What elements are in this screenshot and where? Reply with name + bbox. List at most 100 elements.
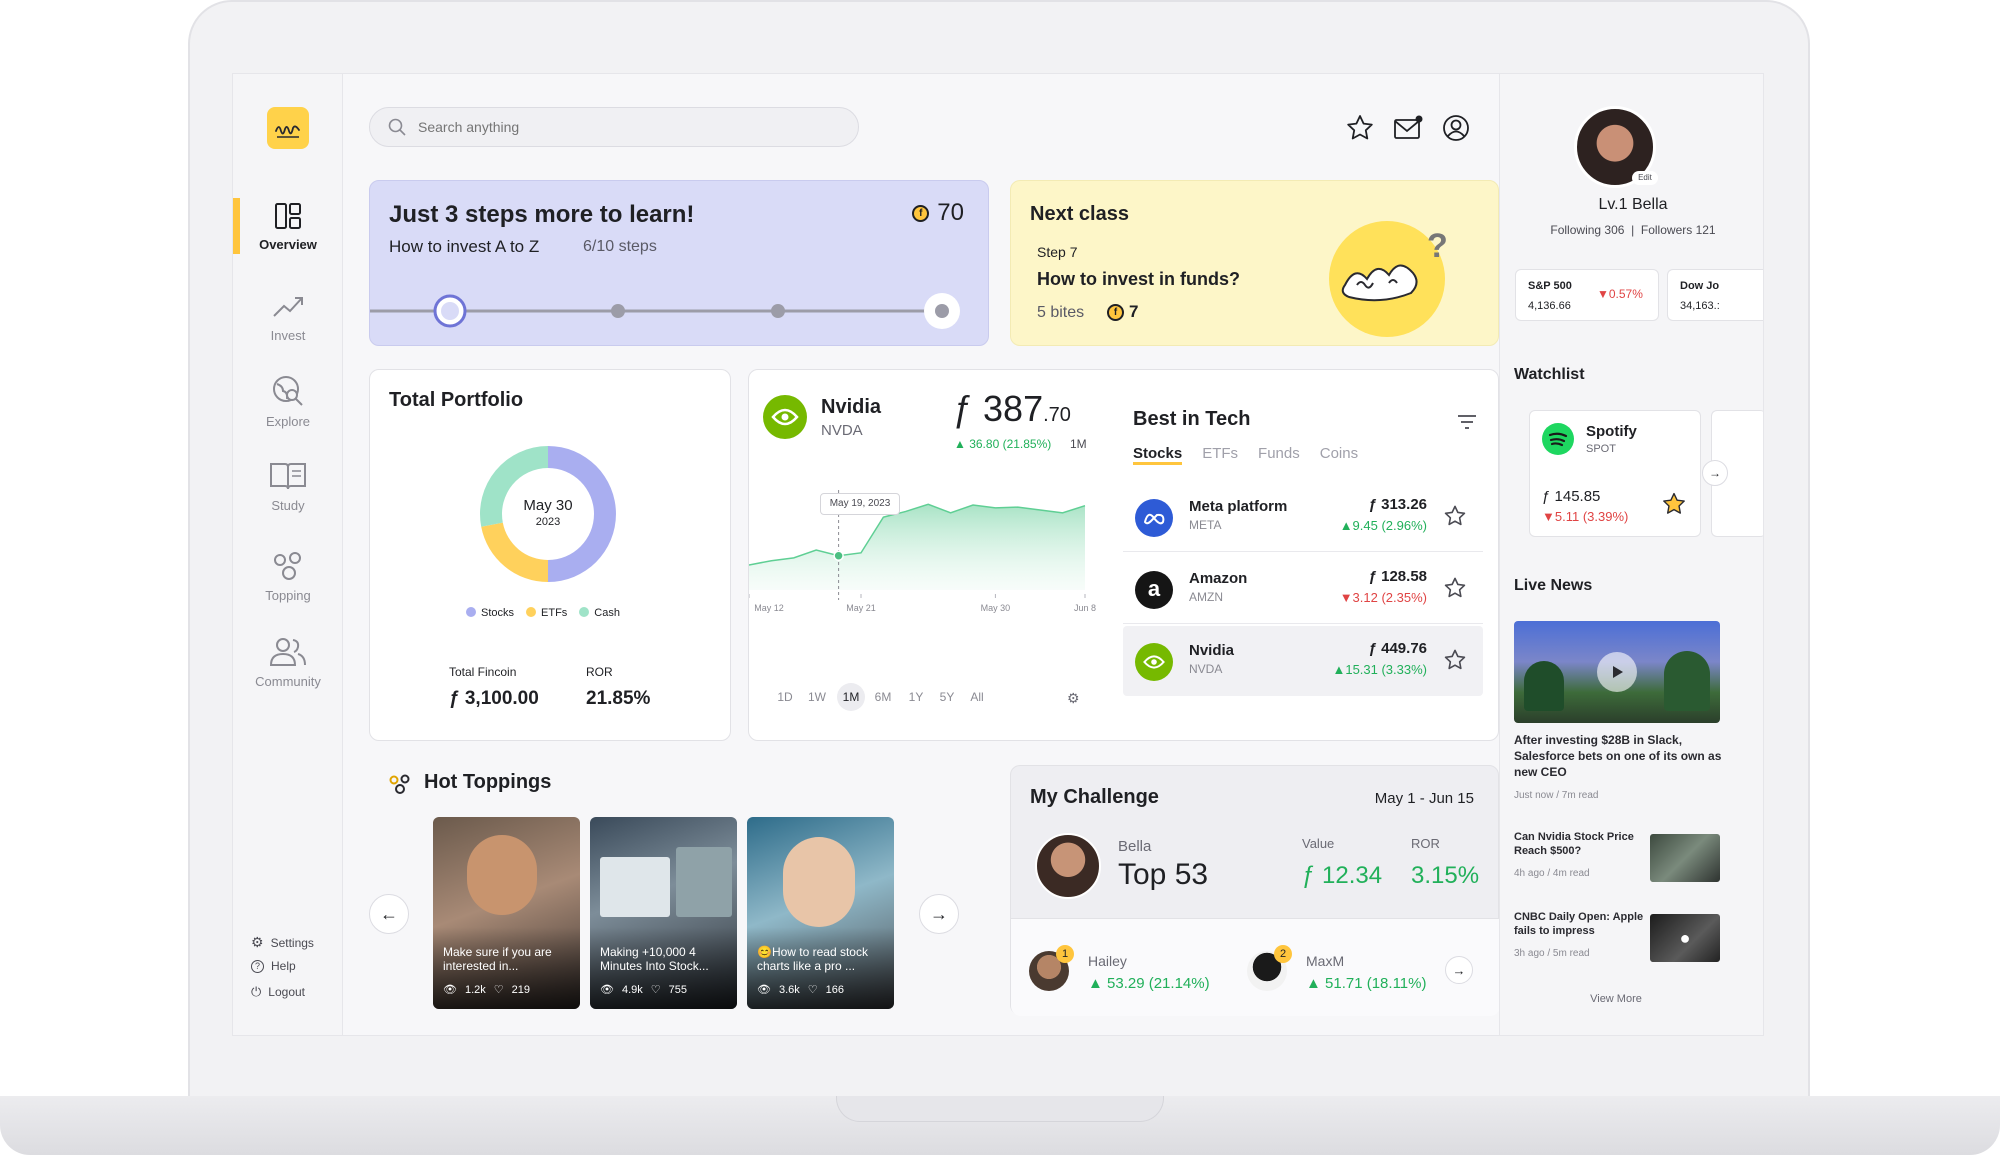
news-thumbnail[interactable] [1650, 834, 1720, 882]
rank-badge: 2 [1274, 945, 1292, 963]
stock-period: 1M [1070, 437, 1087, 451]
list-item[interactable]: Meta platform META ƒ 313.26 ▲9.45 (2.96%… [1123, 482, 1483, 552]
video-carousel: Make sure if you are interested in... 👁 1… [433, 817, 913, 1009]
globe-search-icon [273, 376, 303, 406]
prev-button[interactable]: ← [369, 894, 409, 934]
star-icon[interactable] [1443, 648, 1467, 672]
star-filled-icon[interactable] [1661, 491, 1687, 517]
search-icon [388, 118, 406, 136]
range-1d[interactable]: 1D [777, 690, 793, 704]
leader-change: ▲ 51.71 (18.11%) [1306, 975, 1427, 992]
followers-count[interactable]: Followers 121 [1640, 223, 1716, 237]
star-icon[interactable] [1443, 504, 1467, 528]
stock-row-ticker: NVDA [1189, 662, 1223, 676]
video-views: 1.2k [464, 983, 486, 996]
sidebar-item-overview[interactable]: Overview [233, 201, 343, 252]
my-challenge-card[interactable]: My Challenge May 1 - Jun 15 Bella Top 53… [1010, 765, 1500, 1016]
index-card-dow[interactable]: Dow Jo 34,163.: [1667, 269, 1763, 321]
tab-funds[interactable]: Funds [1258, 445, 1300, 462]
app-logo[interactable] [267, 107, 309, 149]
watchlist-next-button[interactable]: → [1702, 460, 1728, 486]
star-icon[interactable] [1443, 576, 1467, 600]
legend-stocks: Stocks [466, 607, 514, 619]
search-bar[interactable] [369, 107, 859, 147]
next-button[interactable]: → [919, 894, 959, 934]
play-icon[interactable] [1597, 652, 1637, 692]
profile-avatar[interactable] [1574, 106, 1656, 188]
layout-icon [275, 203, 301, 229]
chart-settings-icon[interactable]: ⚙ [1067, 690, 1080, 706]
news-thumbnail[interactable]: ● [1650, 914, 1720, 962]
video-caption: Making +10,000 4 Minutes Into Stock... [600, 945, 709, 973]
sidebar-item-explore[interactable]: Explore [233, 374, 343, 429]
logout-label: Logout [268, 985, 305, 999]
sidebar-item-community[interactable]: Community [233, 636, 343, 689]
index-value: 4,136.66 [1528, 300, 1571, 312]
edit-avatar-button[interactable]: Edit [1632, 171, 1658, 185]
price-area-chart[interactable] [749, 480, 1089, 680]
star-icon[interactable] [1345, 113, 1375, 143]
stock-price: ƒ 387.70 [953, 388, 1071, 430]
sidebar-item-topping[interactable]: Topping [233, 550, 343, 603]
news-headline[interactable]: CNBC Daily Open: Apple fails to impress [1514, 911, 1644, 937]
hover-point[interactable] [833, 550, 844, 561]
sidebar-item-study[interactable]: Study [233, 460, 343, 513]
index-change: ▼0.57% [1597, 287, 1643, 301]
watchlist-item[interactable]: Spotify SPOT ƒ 145.85 ▼5.11 (3.39%) [1529, 410, 1701, 537]
chart-tooltip: May 19, 2023 [820, 493, 900, 515]
challenge-value-label: Value [1302, 836, 1335, 851]
sidebar-item-label: Topping [265, 588, 311, 603]
right-panel: Edit Lv.1 Bella Following 306 | Follower… [1499, 74, 1763, 1035]
video-stats: 👁 3.6k ♡ 166 [757, 983, 844, 997]
range-6m[interactable]: 6M [874, 690, 892, 704]
leaderboard-next-button[interactable]: → [1445, 956, 1473, 984]
tab-stocks[interactable]: Stocks [1133, 445, 1183, 465]
view-more-link[interactable]: View More [1590, 993, 1642, 1005]
tab-etfs[interactable]: ETFs [1202, 445, 1239, 462]
news-lead-meta: Just now / 7m read [1514, 790, 1599, 801]
news-lead-image[interactable] [1514, 621, 1720, 723]
learning-progress-card[interactable]: Just 3 steps more to learn! f 70 How to … [369, 180, 989, 346]
list-item[interactable]: a Amazon AMZN ƒ 128.58 ▼3.12 (2.35%) [1123, 554, 1483, 624]
logout-link[interactable]: ⏻ Logout [251, 984, 305, 1000]
watchlist-title: Watchlist [1514, 366, 1585, 383]
video-card[interactable]: 😊How to read stock charts like a pro ...… [747, 817, 894, 1009]
heart-icon: ♡ [493, 984, 504, 996]
following-count[interactable]: Following 306 [1550, 223, 1625, 237]
video-stats: 👁 1.2k ♡ 219 [443, 983, 530, 997]
leader-name: MaxM [1306, 953, 1345, 969]
search-input[interactable] [418, 119, 818, 135]
filter-icon[interactable] [1456, 413, 1478, 431]
stock-name: Nvidia [821, 396, 882, 418]
donut-date: May 30 [523, 497, 573, 514]
user-icon[interactable] [1441, 113, 1471, 143]
index-card-sp500[interactable]: S&P 500 4,136.66 ▼0.57% [1515, 269, 1659, 321]
eye-icon: 👁 [443, 984, 457, 996]
news-headline[interactable]: Can Nvidia Stock Price Reach $500? [1514, 831, 1634, 857]
challenge-dates: May 1 - Jun 15 [1374, 790, 1474, 807]
news-lead-headline[interactable]: After investing $28B in Slack, Salesforc… [1514, 733, 1722, 779]
bubbles-icon [274, 552, 301, 580]
range-1w[interactable]: 1W [808, 690, 826, 704]
settings-link[interactable]: ⚙ Settings [251, 934, 314, 951]
video-card[interactable]: Make sure if you are interested in... 👁 1… [433, 817, 580, 1009]
tab-coins[interactable]: Coins [1319, 445, 1359, 462]
portfolio-title: Total Portfolio [389, 389, 524, 411]
range-5y[interactable]: 5Y [939, 690, 955, 704]
sidebar-item-label: Study [271, 498, 305, 513]
video-card[interactable]: Making +10,000 4 Minutes Into Stock... 👁… [590, 817, 737, 1009]
range-1y[interactable]: 1Y [908, 690, 924, 704]
donut-slice-cash [480, 446, 548, 527]
sidebar-item-label: Community [255, 674, 321, 689]
stock-row-price: ƒ 313.26 [1368, 496, 1427, 513]
next-class-card[interactable]: Next class Step 7 How to invest in funds… [1010, 180, 1499, 346]
mail-icon[interactable] [1392, 113, 1424, 143]
donut-slice-etfs [481, 522, 548, 582]
range-all[interactable]: All [970, 690, 984, 704]
stock-row-name: Amazon [1189, 570, 1248, 587]
help-link[interactable]: ? Help [251, 959, 296, 973]
list-item[interactable]: Nvidia NVDA ƒ 449.76 ▲15.31 (3.33%) [1123, 626, 1483, 696]
sidebar-item-invest[interactable]: Invest [233, 292, 343, 343]
stock-row-price: ƒ 449.76 [1368, 640, 1427, 657]
range-1m[interactable]: 1M [837, 683, 865, 711]
